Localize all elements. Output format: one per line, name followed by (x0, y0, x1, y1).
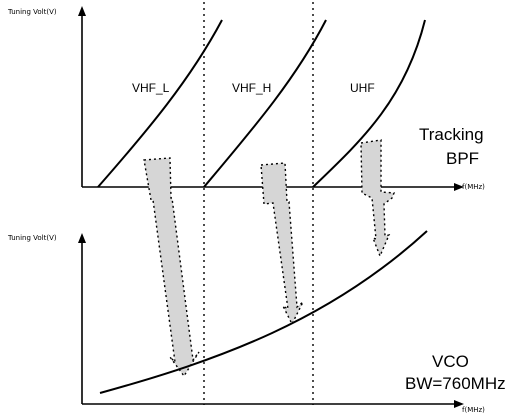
bottom-axes (78, 233, 464, 408)
bottom-y-axis-label: Tuning Volt(V) (7, 234, 57, 242)
uhf-tracking-curve (312, 19, 426, 188)
top-y-axis-label: Tuning Volt(V) (7, 8, 57, 16)
vhf-h-voltage-arrow (260, 162, 304, 326)
vco-curve (99, 230, 428, 394)
top-axes (78, 6, 464, 191)
band-label-vhf-l: VHF_L (132, 81, 170, 95)
tracking-bpf-title-line1: Tracking (419, 125, 484, 144)
bottom-x-axis-label: f(MHz) (462, 406, 485, 414)
band-label-vhf-h: VHF_H (232, 81, 271, 95)
top-y-axis-arrow (78, 6, 86, 16)
tracking-bpf-title-line2: BPF (446, 149, 479, 168)
vhf-h-tracking-curve (203, 19, 327, 188)
uhf-voltage-arrow (360, 139, 396, 258)
top-x-axis-arrow (454, 183, 464, 191)
bottom-y-axis-arrow (78, 233, 86, 243)
bottom-x-axis-arrow (454, 400, 464, 408)
vhf-l-voltage-arrow (143, 157, 200, 378)
top-x-axis-label: f(MHz) (462, 183, 485, 191)
vhf-l-tracking-curve (97, 19, 223, 188)
vco-title-line1: VCO (432, 352, 469, 371)
vco-title-line2: BW=760MHz (405, 374, 506, 393)
band-label-uhf: UHF (350, 81, 375, 95)
